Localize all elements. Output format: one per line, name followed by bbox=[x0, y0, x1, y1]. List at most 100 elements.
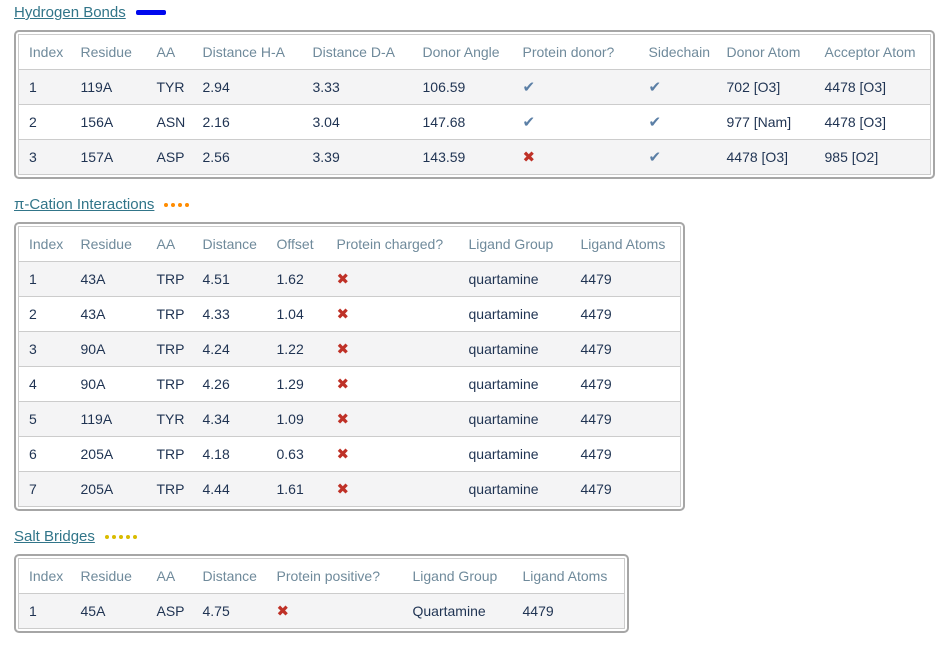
hydrogen-bonds-legend-line-icon bbox=[135, 10, 166, 15]
table-cell: 4.18 bbox=[202, 446, 230, 462]
cross-icon: ✖ bbox=[336, 340, 350, 358]
table-cell: 43A bbox=[80, 306, 106, 322]
table-cell: 45A bbox=[80, 603, 106, 619]
table-cell: Quartamine bbox=[412, 603, 486, 619]
table-cell: 90A bbox=[80, 341, 106, 357]
table-cell: TRP bbox=[156, 271, 185, 287]
table-cell: ✖ bbox=[327, 437, 459, 472]
table-cell: quartamine bbox=[468, 446, 539, 462]
pi-cation-table-container: Index Residue AA Distance Offset Protein char… bbox=[14, 222, 685, 511]
table-cell: 156A bbox=[80, 114, 114, 130]
table-cell: 4479 bbox=[580, 306, 612, 322]
salt-bridges-title-link[interactable]: Salt Bridges bbox=[14, 528, 95, 545]
column-header: Residue bbox=[70, 558, 147, 594]
table-cell: ✖ bbox=[327, 367, 459, 402]
table-cell: 4479 bbox=[522, 603, 554, 619]
check-icon: ✔ bbox=[648, 148, 662, 166]
table-cell: 2.16 bbox=[202, 114, 230, 130]
table-row: 6 205A TRP 4.18 0.63 ✖ quartamine 4479 bbox=[18, 436, 681, 472]
table-row: 4 90A TRP 4.26 1.29 ✖ quartamine 4479 bbox=[18, 366, 681, 402]
table-cell: 1.61 bbox=[276, 481, 304, 497]
hydrogen-bonds-table: Index Residue AA Distance H-A Distance D-A Do… bbox=[18, 34, 931, 175]
column-header: Index bbox=[18, 34, 71, 70]
table-cell: quartamine bbox=[468, 411, 539, 427]
cross-icon: ✖ bbox=[336, 480, 350, 498]
table-cell: 4 bbox=[29, 376, 37, 392]
table-cell: 1 bbox=[29, 603, 37, 619]
table-cell: 90A bbox=[80, 376, 106, 392]
pi-cation-table: Index Residue AA Distance Offset Protein char… bbox=[18, 226, 681, 507]
table-cell: 205A bbox=[80, 446, 114, 462]
table-cell: 4.75 bbox=[202, 603, 230, 619]
table-cell: 119A bbox=[80, 411, 113, 427]
table-cell: 3 bbox=[29, 149, 37, 165]
table-cell: ✖ bbox=[513, 140, 639, 175]
dot-glyph bbox=[125, 534, 130, 539]
cross-icon: ✖ bbox=[336, 270, 350, 288]
table-cell: ASP bbox=[156, 149, 185, 165]
table-cell: 43A bbox=[80, 271, 106, 287]
hydrogen-bonds-table-container: Index Residue AA Distance H-A Distance D-A Do… bbox=[14, 30, 935, 179]
table-cell: 1.22 bbox=[276, 341, 304, 357]
pi-cation-heading: π-Cation Interactions bbox=[14, 196, 937, 213]
dot-glyph bbox=[104, 534, 109, 539]
cross-icon: ✖ bbox=[276, 602, 290, 620]
column-header: Index bbox=[18, 226, 71, 262]
column-header: Protein positive? bbox=[266, 558, 403, 594]
table-cell: 2 bbox=[29, 114, 37, 130]
table-cell: 3.33 bbox=[312, 79, 340, 95]
pi-cation-title-link[interactable]: π-Cation Interactions bbox=[14, 196, 155, 213]
dot-glyph bbox=[185, 202, 190, 207]
dot-glyph bbox=[118, 534, 123, 539]
column-header: Ligand Atoms bbox=[512, 558, 625, 594]
table-row: 5 119A TYR 4.34 1.09 ✖ quartamine 4479 bbox=[18, 401, 681, 437]
column-header: AA bbox=[146, 226, 193, 262]
salt-bridges-table: Index Residue AA Distance Protein positive? L… bbox=[18, 558, 625, 629]
table-header-row: Index Residue AA Distance Protein positive? L… bbox=[18, 558, 625, 594]
table-cell: 2 bbox=[29, 306, 37, 322]
table-cell: ✔ bbox=[513, 105, 639, 140]
table-cell: TRP bbox=[156, 481, 185, 497]
table-cell: TYR bbox=[156, 411, 185, 427]
cross-icon: ✖ bbox=[336, 410, 350, 428]
table-cell: TYR bbox=[156, 79, 185, 95]
table-cell: 1.62 bbox=[276, 271, 304, 287]
table-cell: ✖ bbox=[327, 297, 459, 332]
cross-icon: ✖ bbox=[336, 375, 350, 393]
column-header: Offset bbox=[266, 226, 327, 262]
table-cell: 985 [O2] bbox=[824, 149, 879, 165]
cross-icon: ✖ bbox=[336, 305, 350, 323]
table-cell: ASP bbox=[156, 603, 185, 619]
column-header: Distance D-A bbox=[302, 34, 413, 70]
table-cell: ✔ bbox=[639, 140, 717, 175]
table-row: 2 156A ASN 2.16 3.04 147.68 ✔ ✔ 977 [Nam] 4478 [O… bbox=[18, 104, 931, 140]
column-header: Ligand Atoms bbox=[570, 226, 681, 262]
solid-line-glyph bbox=[135, 10, 166, 15]
table-cell: 1.29 bbox=[276, 376, 304, 392]
check-icon: ✔ bbox=[648, 78, 662, 96]
dot-glyph bbox=[111, 534, 116, 539]
table-cell: 4478 [O3] bbox=[824, 79, 887, 95]
table-cell: 3 bbox=[29, 341, 37, 357]
table-cell: TRP bbox=[156, 306, 185, 322]
table-cell: quartamine bbox=[468, 306, 539, 322]
interaction-report-page: Hydrogen Bonds Index Residue AA Distance H-… bbox=[14, 4, 937, 633]
table-cell: 4.51 bbox=[202, 271, 230, 287]
table-cell: 702 [O3] bbox=[726, 79, 781, 95]
column-header: Donor Angle bbox=[412, 34, 513, 70]
table-row: 3 90A TRP 4.24 1.22 ✖ quartamine 4479 bbox=[18, 331, 681, 367]
table-cell: 157A bbox=[80, 149, 114, 165]
column-header: AA bbox=[146, 558, 193, 594]
table-cell: quartamine bbox=[468, 481, 539, 497]
table-cell: quartamine bbox=[468, 341, 539, 357]
table-cell: 2.94 bbox=[202, 79, 230, 95]
column-header: Index bbox=[18, 558, 71, 594]
table-cell: 1.04 bbox=[276, 306, 304, 322]
column-header: Acceptor Atom bbox=[814, 34, 931, 70]
table-cell: ASN bbox=[156, 114, 186, 130]
table-cell: 3.39 bbox=[312, 149, 340, 165]
table-cell: 4.26 bbox=[202, 376, 230, 392]
table-cell: 4479 bbox=[580, 481, 612, 497]
hydrogen-bonds-title-link[interactable]: Hydrogen Bonds bbox=[14, 4, 126, 21]
hydrogen-bonds-heading: Hydrogen Bonds bbox=[14, 4, 937, 21]
